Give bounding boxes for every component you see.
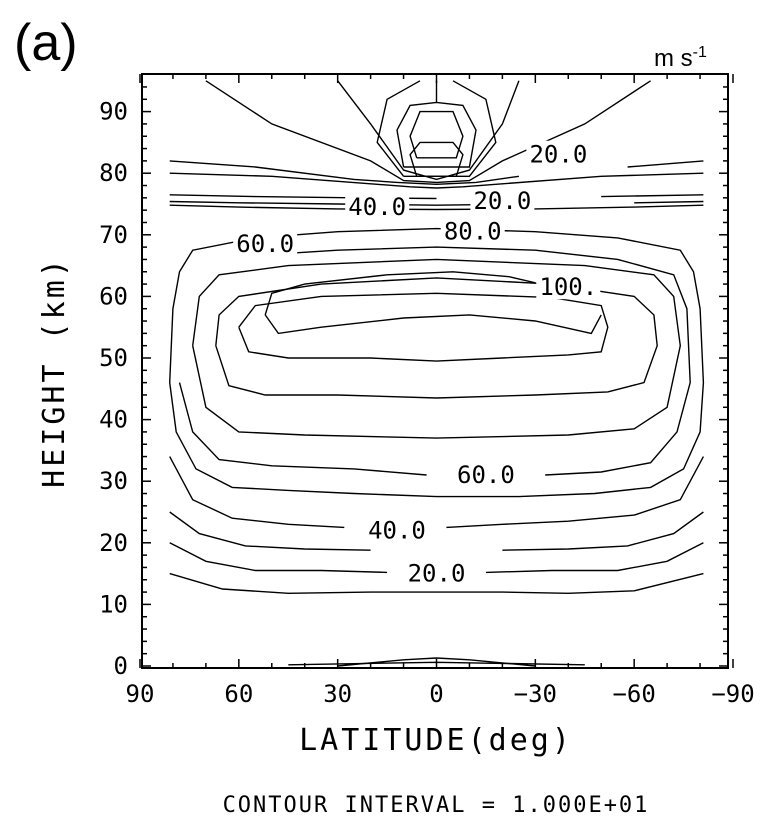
contour-label-bg-8	[526, 140, 591, 167]
contour-line-8	[178, 382, 427, 476]
y-axis-ticks: 0 10 20 30 40 50 60 70 80 90	[99, 86, 728, 680]
contour-label-1: 40.0	[368, 516, 426, 544]
contour-line-5	[169, 456, 345, 529]
contour-line-15	[169, 204, 704, 211]
contour-line-26	[403, 80, 497, 177]
y-tick-label-8: 80	[99, 159, 128, 187]
contour-line-9	[288, 246, 691, 476]
x-tick-label-1: 60	[224, 680, 253, 708]
x-tick-label-4: −30	[514, 680, 557, 708]
contour-label-5: 80.0	[444, 218, 502, 246]
contour-line-4	[502, 511, 704, 551]
units-base: m s	[654, 45, 693, 72]
units-label: m s-1	[654, 44, 707, 72]
contour-line-19	[601, 194, 704, 198]
y-tick-label-7: 70	[99, 221, 128, 249]
x-tick-label-6: −90	[711, 680, 754, 708]
y-tick-label-0: 0	[114, 652, 128, 680]
contour-line-0	[169, 572, 704, 595]
contour-line-20	[169, 172, 704, 189]
contour-label-bg-5	[440, 217, 505, 244]
contour-line-28	[409, 110, 464, 159]
contour-label-bg-4	[345, 193, 410, 220]
panel-label: (a)	[14, 14, 78, 72]
contour-line-14	[264, 271, 536, 316]
contour-label-bg-7	[536, 273, 601, 300]
contour-line-17	[634, 200, 704, 204]
x-tick-label-2: 30	[323, 680, 352, 708]
y-tick-label-6: 60	[99, 282, 128, 310]
contour-line-31	[337, 657, 536, 667]
contour-label-bg-1	[364, 516, 429, 543]
contour-labels: 20.0 40.0 60.0 60.0 40.0 80.0 20.0 100. 20.0	[233, 140, 601, 588]
contour-line-27	[396, 101, 477, 168]
units-superscript: -1	[693, 44, 707, 61]
y-tick-label-3: 30	[99, 467, 128, 495]
contour-label-bg-0	[404, 559, 469, 586]
x-tick-label-5: −60	[612, 680, 655, 708]
contour-line-6	[446, 456, 705, 529]
contour-label-2: 60.0	[457, 461, 515, 489]
contour-line-7	[169, 227, 705, 498]
contour-line-24	[337, 80, 520, 181]
contour-line-13	[264, 314, 602, 335]
y-axis-label: HEIGHT (km)	[37, 256, 72, 488]
contour-line-2	[485, 542, 704, 574]
y-tick-label-2: 20	[99, 529, 128, 557]
contour-line-25	[376, 80, 421, 177]
contour-line-16	[169, 200, 486, 206]
contour-line-10	[192, 258, 682, 439]
contour-label-4: 40.0	[348, 193, 406, 221]
contour-label-bg-2	[453, 461, 518, 488]
y-tick-label-9: 90	[99, 98, 128, 126]
contour-label-7: 100.	[539, 273, 597, 301]
contour-label-0: 20.0	[408, 560, 466, 588]
contour-lines	[169, 80, 705, 667]
contour-line-23	[205, 80, 651, 184]
contour-label-3: 60.0	[236, 230, 294, 258]
y-tick-label-1: 10	[99, 590, 128, 618]
y-tick-label-4: 40	[99, 406, 128, 434]
contour-interval-note: CONTOUR INTERVAL = 1.000E+01	[223, 793, 650, 818]
contour-label-bg-6	[470, 186, 535, 213]
contour-line-11	[215, 277, 658, 399]
contour-line-21	[169, 160, 519, 186]
contour-label-6: 20.0	[473, 187, 531, 215]
contour-line-3	[169, 511, 371, 551]
x-axis-ticks: 90 60 30 0 −30 −60 −90	[126, 74, 755, 708]
y-tick-label-5: 50	[99, 344, 128, 372]
contour-line-1	[169, 542, 388, 574]
contour-line-29	[409, 141, 464, 177]
contour-line-12	[238, 292, 609, 362]
x-tick-label-3: 0	[429, 680, 443, 708]
contour-label-bg-3	[233, 230, 298, 257]
contour-label-8: 20.0	[529, 141, 587, 169]
contour-line-22	[627, 160, 704, 168]
x-axis-label: LATITUDE(deg)	[299, 723, 573, 758]
x-tick-label-0: 90	[126, 680, 155, 708]
